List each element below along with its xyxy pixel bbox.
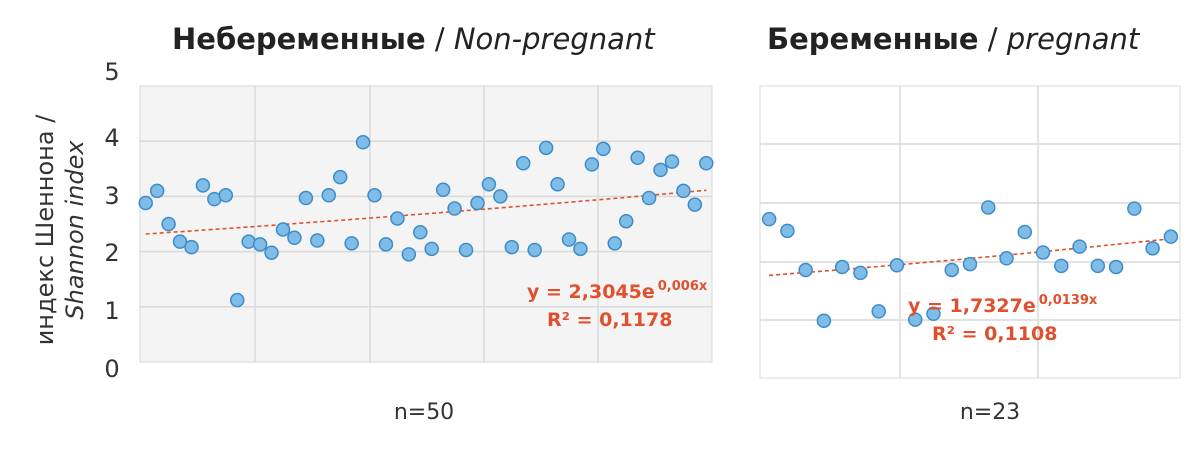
data-point <box>1127 201 1142 216</box>
data-point <box>172 234 188 249</box>
data-point <box>218 188 234 203</box>
data-point <box>493 189 508 204</box>
data-point <box>1072 239 1087 254</box>
data-point <box>504 239 520 255</box>
data-point <box>367 188 382 203</box>
data-point <box>889 258 905 273</box>
data-point <box>926 306 941 322</box>
left-n-label: n=50 <box>393 400 455 425</box>
data-point <box>699 156 714 171</box>
data-point <box>1017 224 1033 240</box>
data-point <box>676 183 691 199</box>
y-tick-label: 1 <box>104 297 120 325</box>
data-point <box>944 262 959 278</box>
data-point <box>550 177 565 192</box>
y-tick-label: 5 <box>104 58 120 86</box>
data-point <box>161 216 176 232</box>
data-point <box>538 140 554 156</box>
data-point <box>195 178 211 193</box>
trendline <box>145 189 707 235</box>
data-point <box>447 201 462 216</box>
right-n-label: n=23 <box>959 400 1021 425</box>
data-point <box>310 233 325 248</box>
data-point <box>275 222 291 237</box>
y-tick-label: 2 <box>104 239 120 267</box>
data-point <box>229 292 245 308</box>
trend-equation: y = 1,7327e 0,0139x <box>908 293 1098 317</box>
data-point <box>321 188 337 203</box>
data-point <box>584 157 600 172</box>
data-point <box>618 213 634 229</box>
data-point <box>853 265 868 281</box>
data-point <box>561 232 577 247</box>
data-point <box>907 312 923 327</box>
data-point <box>687 197 703 212</box>
data-point <box>149 183 165 199</box>
data-point <box>1054 258 1069 274</box>
data-point <box>298 190 314 206</box>
data-point <box>1145 241 1160 256</box>
data-point <box>1108 259 1124 275</box>
data-point <box>664 154 680 169</box>
data-point <box>1163 229 1179 244</box>
data-point <box>607 236 623 251</box>
data-point <box>596 141 611 157</box>
data-point <box>264 245 279 260</box>
data-point <box>816 313 832 329</box>
data-point <box>287 230 302 246</box>
data-point <box>435 182 451 198</box>
data-point <box>355 135 371 150</box>
data-point <box>413 225 428 240</box>
r-squared-label: R² = 0,1108 <box>932 323 1057 345</box>
y-tick-label: 4 <box>104 124 120 152</box>
data-point <box>344 236 359 251</box>
data-point <box>999 251 1014 266</box>
plot-area <box>139 85 713 363</box>
data-point <box>834 259 850 275</box>
data-point <box>761 211 777 227</box>
data-point <box>1090 258 1106 274</box>
right-panel-title: Беременные / pregnant <box>767 22 1140 56</box>
data-point <box>401 247 417 262</box>
trendline <box>769 237 1171 277</box>
data-point <box>1035 245 1051 260</box>
y-tick-label: 3 <box>104 182 120 210</box>
data-point <box>470 195 485 211</box>
data-point <box>390 211 405 226</box>
plot-area <box>759 85 1181 379</box>
data-point <box>798 262 813 278</box>
data-point <box>962 256 978 272</box>
data-point <box>138 195 153 211</box>
data-point <box>252 237 268 252</box>
data-point <box>630 150 645 166</box>
data-point <box>780 223 795 239</box>
data-point <box>515 156 531 171</box>
data-point <box>184 239 199 255</box>
r-squared-label: R² = 0,1178 <box>547 309 672 331</box>
trend-equation: y = 2,3045e 0,006x <box>527 279 708 303</box>
data-point <box>378 237 394 252</box>
data-point <box>424 241 439 257</box>
data-point <box>481 177 497 192</box>
data-point <box>981 200 996 215</box>
data-point <box>458 242 474 258</box>
data-point <box>653 162 668 178</box>
data-point <box>573 241 588 257</box>
data-point <box>641 190 657 206</box>
data-point <box>527 242 542 258</box>
y-tick-label: 0 <box>104 355 120 383</box>
data-point <box>871 304 886 319</box>
data-point <box>332 169 348 185</box>
left-panel-title: Небеременные / Non-pregnant <box>172 22 655 56</box>
